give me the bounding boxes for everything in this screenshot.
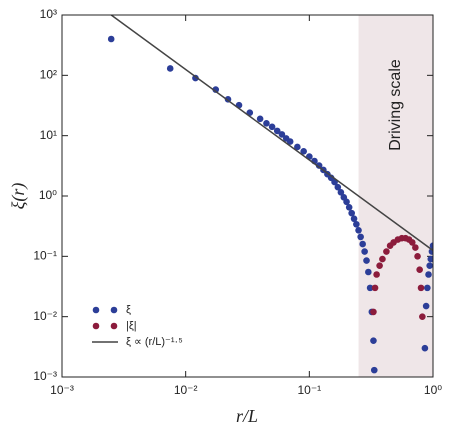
legend-label: ξ ∝ (r/L)⁻¹·⁵ — [126, 336, 183, 348]
point — [361, 248, 368, 255]
point — [414, 253, 421, 260]
point — [256, 115, 264, 123]
point — [365, 268, 372, 276]
x-tick-label: 10⁻³ — [50, 383, 74, 397]
point — [357, 233, 364, 241]
point — [268, 123, 276, 131]
annotation: Driving scale — [387, 59, 404, 151]
y-tick-label: 10⁻¹ — [33, 249, 57, 263]
y-tick-label: 10² — [40, 68, 57, 82]
point — [421, 344, 429, 352]
legend-swatch — [110, 306, 118, 314]
point — [355, 227, 362, 234]
point — [363, 257, 370, 264]
point — [192, 74, 199, 82]
point — [425, 271, 432, 278]
point — [422, 302, 430, 310]
point — [359, 240, 366, 248]
point — [424, 284, 431, 292]
y-tick-label: 10⁻² — [33, 309, 57, 323]
point — [370, 337, 377, 344]
point — [419, 313, 426, 320]
point — [379, 255, 386, 263]
point — [412, 244, 419, 251]
point — [408, 239, 416, 246]
y-tick-label: 10⁰ — [39, 188, 57, 202]
point — [366, 284, 374, 292]
point — [315, 162, 323, 169]
point — [107, 35, 115, 43]
point — [348, 209, 355, 217]
legend-swatch — [92, 306, 100, 314]
point — [166, 65, 174, 72]
point — [300, 148, 307, 155]
legend-swatch — [110, 322, 118, 330]
point — [417, 284, 425, 292]
point — [427, 255, 433, 263]
point — [273, 127, 281, 135]
point — [286, 138, 294, 145]
point — [294, 143, 301, 151]
point — [370, 308, 377, 316]
point — [376, 262, 383, 269]
point — [426, 262, 433, 269]
y-tick-label: 10³ — [40, 7, 57, 21]
point — [263, 120, 270, 127]
fit-line — [110, 15, 433, 252]
point — [212, 86, 220, 93]
point — [373, 271, 380, 278]
point — [429, 242, 433, 250]
point — [345, 203, 353, 211]
point — [416, 266, 423, 274]
point — [371, 284, 379, 292]
plot-area — [107, 15, 433, 374]
point — [383, 248, 390, 255]
legend-label: |ξ| — [126, 320, 137, 332]
point — [370, 366, 378, 374]
plot-frame — [61, 14, 434, 378]
x-tick-label: 10⁻² — [174, 383, 198, 397]
point — [343, 198, 350, 206]
point — [278, 131, 286, 138]
x-axis-label: r/L — [236, 406, 258, 426]
point — [353, 220, 360, 228]
legend-label: ξ — [126, 304, 131, 316]
x-tick-label: 10⁰ — [424, 383, 442, 397]
y-axis-label: ξ(r) — [8, 183, 29, 210]
point — [337, 189, 345, 196]
y-tick-label: 10⁻³ — [33, 369, 57, 383]
point — [350, 215, 358, 223]
y-tick-label: 10¹ — [40, 128, 57, 142]
point — [334, 183, 342, 191]
x-tick-label: 10⁻¹ — [297, 383, 321, 397]
legend-swatch — [92, 322, 100, 330]
